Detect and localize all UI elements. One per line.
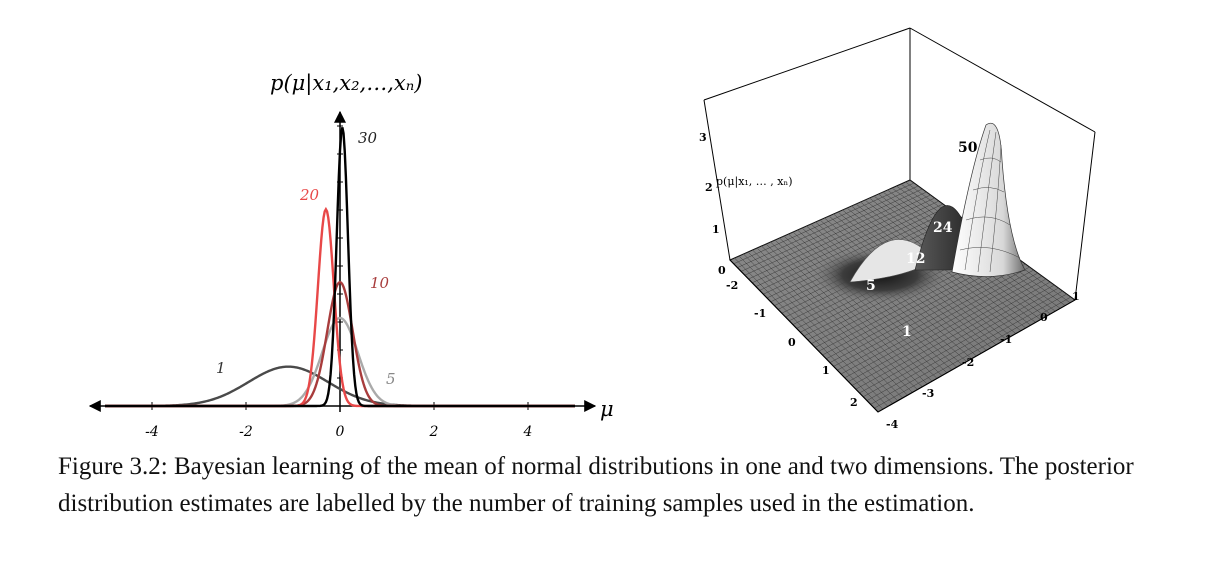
peak-50-mesh bbox=[959, 129, 1021, 273]
left-axis-tick: 2 bbox=[850, 396, 858, 409]
x-tick-label: 4 bbox=[523, 424, 533, 440]
z-tick-label: 3 bbox=[699, 131, 707, 144]
peak-label-50: 50 bbox=[958, 140, 978, 156]
z-axis-label: p(μ|x₁, … , xₙ) bbox=[716, 175, 793, 189]
posterior-curves bbox=[105, 127, 575, 408]
right-axis-tick: 1 bbox=[1072, 290, 1080, 303]
right-axis-tick: -1 bbox=[1000, 333, 1012, 346]
x-tick-label: -4 bbox=[145, 424, 159, 440]
left-plot: p(μ|x₁,x₂,…,xₙ) μ -4 -2 0 2 4 1 5 10 20 … bbox=[88, 71, 614, 440]
right-axis-tick: -2 bbox=[962, 356, 974, 369]
z-tick-label: 1 bbox=[712, 223, 720, 236]
left-axis-tick: 0 bbox=[788, 336, 796, 349]
floor-grid-line bbox=[848, 275, 1043, 382]
peak-label-5: 5 bbox=[866, 278, 876, 294]
curve-label-10: 10 bbox=[370, 274, 390, 292]
floor-grid-line bbox=[833, 263, 1026, 367]
box-front-edges bbox=[729, 259, 1076, 413]
left-axis-tick: -1 bbox=[754, 307, 766, 320]
posterior-curve-30 bbox=[105, 127, 575, 408]
figure-caption: Figure 3.2: Bayesian learning of the mea… bbox=[58, 453, 1134, 517]
floor-grid-line bbox=[863, 287, 1059, 398]
peak-label-24: 24 bbox=[933, 220, 953, 236]
floor-grid-line bbox=[851, 278, 1047, 386]
curve-label-20: 20 bbox=[299, 186, 320, 204]
peak-50 bbox=[951, 123, 1026, 277]
x-tick-label: 0 bbox=[336, 424, 345, 440]
left-axis-tick: 1 bbox=[822, 364, 830, 377]
curve-label-1: 1 bbox=[216, 359, 226, 377]
floor-grid-line bbox=[855, 281, 1051, 390]
floor-grid-line bbox=[837, 266, 1030, 371]
right-axis-tick: 0 bbox=[1040, 311, 1048, 324]
right-axis-tick: -4 bbox=[886, 418, 899, 431]
floor-grid-line bbox=[866, 290, 1063, 401]
y-tick-marks bbox=[337, 125, 343, 379]
left-axis-tick: -2 bbox=[726, 279, 738, 292]
floor-grid-line bbox=[844, 272, 1038, 379]
floor-grid-line bbox=[840, 269, 1034, 375]
curve-label-5: 5 bbox=[386, 370, 396, 388]
box-back-edges bbox=[703, 27, 1096, 301]
x-axis-label: μ bbox=[600, 397, 614, 421]
floor-grid-line bbox=[829, 260, 1022, 363]
right-plot: 0 1 2 3 p(μ|x₁, … , xₙ) -2 -1 0 1 2 1 0 … bbox=[699, 27, 1096, 431]
y-axis-label: p(μ|x₁,x₂,…,xₙ) bbox=[270, 71, 422, 96]
x-tick-label: 2 bbox=[429, 424, 439, 440]
floor-grid-line bbox=[870, 293, 1067, 405]
right-axis-tick: -3 bbox=[922, 387, 934, 400]
floor-grid-line bbox=[874, 296, 1071, 409]
peak-label-12: 12 bbox=[906, 251, 925, 267]
curve-label-30: 30 bbox=[358, 129, 378, 147]
x-tick-label: -2 bbox=[239, 424, 253, 440]
floor-grid-line bbox=[859, 284, 1055, 394]
peak-label-1: 1 bbox=[902, 324, 912, 340]
z-tick-label: 0 bbox=[718, 264, 726, 277]
z-tick-label: 2 bbox=[705, 181, 713, 194]
